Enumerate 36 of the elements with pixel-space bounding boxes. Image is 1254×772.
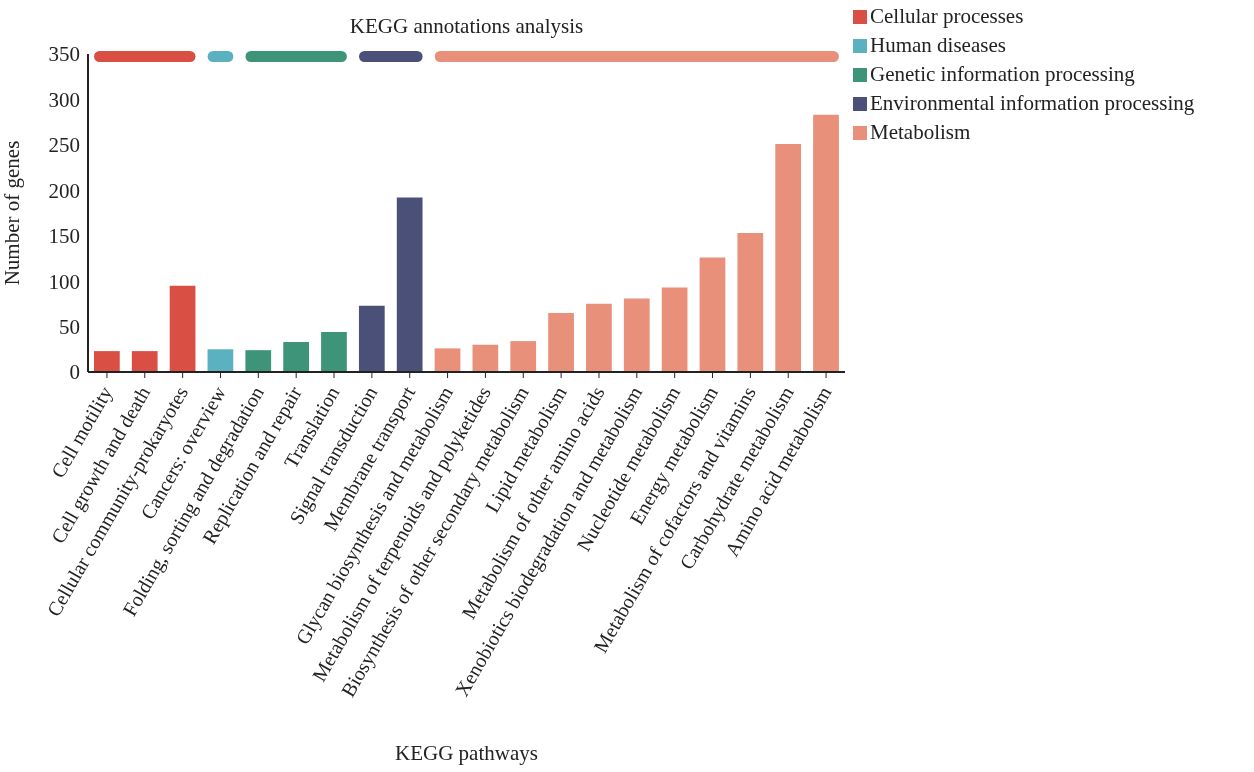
bar (358, 305, 385, 372)
y-tick-label: 150 (48, 224, 80, 249)
x-axis-title: KEGG pathways (395, 741, 538, 765)
y-tick-label: 0 (69, 360, 80, 385)
y-tick-label: 250 (48, 133, 80, 158)
bar (510, 341, 537, 372)
bar (396, 197, 423, 372)
bar (94, 351, 120, 372)
bar (737, 232, 764, 372)
legend-label: Genetic information processing (870, 61, 1135, 88)
bar (321, 332, 347, 372)
bar (775, 143, 802, 372)
bar (207, 349, 234, 372)
legend-label: Human diseases (870, 32, 1006, 59)
bar (586, 303, 612, 372)
bar (131, 351, 158, 372)
bar (472, 344, 499, 372)
y-axis-title: Number of genes (0, 140, 25, 286)
y-tick-label: 200 (48, 178, 80, 203)
bar (548, 312, 574, 372)
y-tick-label: 100 (48, 269, 80, 294)
legend-label: Cellular processes (870, 3, 1024, 30)
bar (169, 285, 196, 372)
legend-label: Metabolism (870, 119, 971, 146)
bar (245, 350, 272, 372)
y-tick-label: 300 (48, 87, 80, 112)
bar (434, 348, 461, 372)
bar (699, 257, 726, 372)
y-tick-label: 350 (48, 42, 80, 67)
bar (283, 342, 309, 372)
bar (623, 298, 650, 372)
bar (661, 287, 688, 372)
y-tick-label: 50 (59, 315, 80, 340)
chart-title: KEGG annotations analysis (348, 14, 585, 39)
legend-label: Environmental information processing (870, 90, 1195, 117)
bar (813, 114, 839, 372)
